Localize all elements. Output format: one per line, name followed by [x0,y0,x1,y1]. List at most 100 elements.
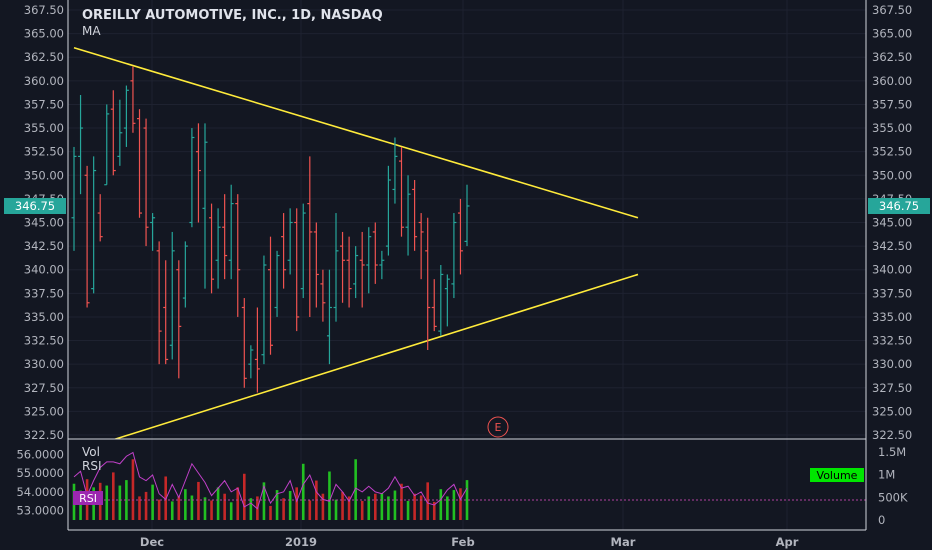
volume-bar [321,493,325,520]
y-tick-left: 350.00 [24,168,64,182]
volume-bar [374,493,377,520]
volume-bar [197,481,200,520]
volume-bar [295,487,298,520]
y-tick-right: 362.50 [872,50,912,64]
y-tick-left: 332.50 [24,334,64,348]
volume-bar [223,493,226,520]
y-tick-right: 327.50 [872,381,912,395]
y-tick-right: 322.50 [872,428,912,442]
volume-tag-label: Volume [817,469,858,482]
y-tick-right: 365.00 [872,27,912,41]
volume-bar [131,459,135,520]
volume-bar [262,482,266,520]
y-tick-left: 335.00 [24,310,64,324]
x-tick: Apr [776,535,799,549]
volume-bar [229,502,233,520]
lower-pane [72,451,866,520]
volume-bar [144,491,148,520]
y-tick-right: 330.00 [872,357,912,371]
volume-bar [465,480,469,520]
y-tick-right: 360.00 [872,74,912,88]
volume-bar [105,485,109,520]
volume-bar [341,491,344,520]
current-price-tag-right [868,198,930,214]
volume-bar [151,484,154,520]
y-tick-right: 352.50 [872,145,912,159]
volume-bar [112,472,115,520]
rsi-tick: 53.0000 [16,504,64,518]
y-tick-left: 327.50 [24,381,64,395]
volume-bar [79,490,82,520]
volume-tick: 0 [878,513,885,527]
volume-bar [459,488,462,520]
volume-bar [367,496,371,520]
y-tick-right: 325.00 [872,404,912,418]
y-tick-left: 362.50 [24,50,64,64]
volume-bar [308,500,312,520]
y-tick-right: 355.00 [872,121,912,135]
volume-tag [810,468,864,482]
y-tick-left: 322.50 [24,428,64,442]
y-tick-left: 340.00 [24,263,64,277]
trendline-upper [73,47,639,219]
volume-bar [400,483,403,520]
y-tick-left: 355.00 [24,121,64,135]
volume-bar [275,490,279,520]
volume-bar [301,463,305,520]
volume-tick: 1M [878,468,895,482]
x-tick: 2019 [285,535,317,549]
indicator-label[interactable]: MA [82,24,101,38]
volume-bar [269,505,272,520]
rsi-tick: 56.0000 [16,447,64,461]
x-tick: Dec [140,535,164,549]
volume-bar [282,498,285,520]
y-tick-left: 357.50 [24,97,64,111]
rsi-label: RSI [82,459,102,473]
grid [68,0,866,530]
volume-bar [138,496,141,520]
y-tick-right: 337.50 [872,286,912,300]
y-tick-right: 350.00 [872,168,912,182]
volume-bar [393,490,397,520]
y-tick-left: 337.50 [24,286,64,300]
volume-bar [334,499,338,520]
trendlines[interactable] [73,47,639,440]
volume-bar [243,473,246,520]
y-tick-right: 340.00 [872,263,912,277]
volume-bar [354,459,357,520]
trendline-lower [113,273,639,439]
volume-bar [118,485,122,520]
volume-bar [452,490,456,520]
y-tick-left: 345.00 [24,216,64,230]
y-tick-right: 342.50 [872,239,912,253]
volume-bar [380,493,384,520]
volume-bar [432,501,436,520]
volume-bar [249,498,253,520]
y-tick-left: 360.00 [24,74,64,88]
volume-bar [360,500,364,520]
current-price-right: 346.75 [879,199,919,213]
volume-bar [288,490,292,520]
rsi-line [73,451,468,510]
y-tick-left: 325.00 [24,404,64,418]
x-tick: Feb [451,535,474,549]
y-tick-right: 367.50 [872,3,912,17]
volume-bar [170,501,174,520]
y-tick-left: 352.50 [24,145,64,159]
volume-bar [236,487,240,520]
x-tick: Mar [611,535,636,549]
volume-bar [347,496,351,520]
volume-bar [413,493,416,520]
y-tick-right: 332.50 [872,334,912,348]
volume-bar [216,487,220,520]
volume-bar [439,489,443,520]
volume-bar [406,500,410,520]
y-tick-left: 342.50 [24,239,64,253]
y-tick-left: 330.00 [24,357,64,371]
earnings-marker[interactable] [487,416,509,438]
volume-bar [203,497,207,520]
volume-bar [328,471,331,520]
volume-bar [157,499,161,520]
